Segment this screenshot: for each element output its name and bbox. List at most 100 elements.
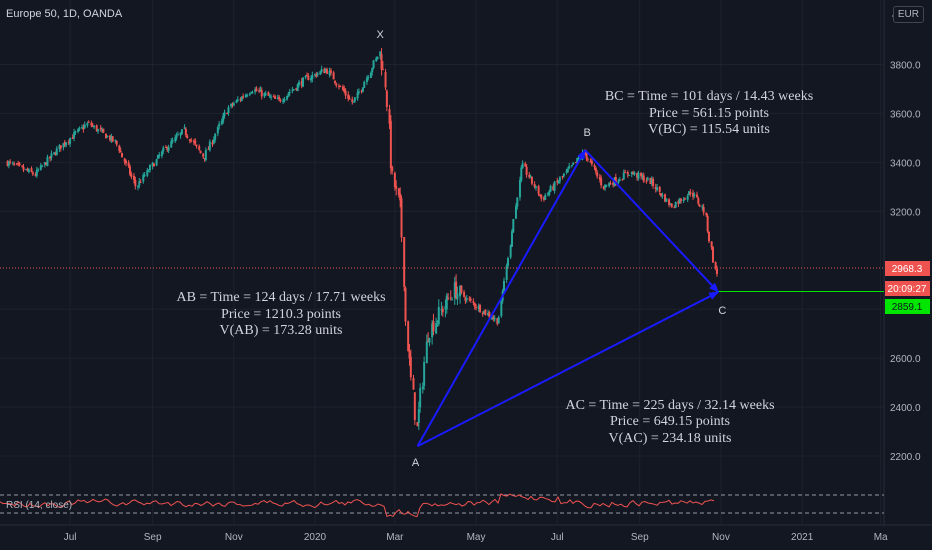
candle-body — [481, 312, 484, 314]
candle-body — [665, 198, 668, 202]
harmonic-arrows[interactable] — [416, 149, 720, 448]
candle-body — [630, 171, 633, 175]
candle-body — [296, 84, 299, 91]
point-label-x: X — [377, 29, 385, 41]
candle-body — [393, 172, 396, 188]
candle-body — [339, 85, 342, 87]
candle-body — [81, 127, 84, 129]
candle-body — [678, 198, 681, 204]
candle-body — [255, 88, 258, 92]
candle-body — [500, 300, 503, 317]
candle-body — [37, 169, 40, 171]
x-tick-label: 2020 — [304, 532, 327, 543]
candle-body — [389, 120, 392, 169]
candle-body — [384, 72, 387, 88]
candle-body — [673, 207, 676, 209]
candle-body — [506, 258, 509, 266]
candle-body — [518, 179, 521, 198]
x-tick-label: Sep — [144, 532, 162, 543]
candle-body — [549, 185, 552, 192]
candle-body — [102, 128, 105, 133]
candle-body — [637, 172, 640, 179]
candle-body — [528, 174, 531, 178]
y-tick-label: 3400.0 — [890, 158, 921, 169]
candle-body — [254, 89, 257, 92]
candle-body — [65, 142, 68, 146]
x-tick-label: Jul — [551, 532, 564, 543]
candle-body — [553, 181, 556, 191]
arrow-ac[interactable] — [417, 291, 720, 448]
candle-body — [142, 174, 145, 182]
candle-body — [622, 172, 625, 180]
candle-body — [146, 170, 149, 176]
candle-body — [572, 162, 575, 165]
y-tick-label: 3800.0 — [890, 60, 921, 71]
candle-body — [347, 94, 350, 99]
candle-body — [204, 150, 207, 161]
candle-body — [58, 145, 61, 150]
candle-body — [640, 172, 643, 177]
candle-body — [67, 141, 70, 143]
candle-body — [497, 317, 500, 324]
candle-body — [512, 219, 515, 233]
candle-body — [25, 168, 28, 170]
candle-body — [214, 133, 217, 140]
candle-body — [162, 147, 165, 152]
candle-body — [83, 124, 86, 129]
candle-body — [692, 193, 695, 197]
candle-body — [11, 162, 14, 164]
candle-body — [73, 132, 76, 138]
candle-body — [496, 318, 499, 325]
candle-body — [139, 181, 142, 183]
candle-body — [302, 77, 305, 87]
candle-body — [101, 129, 104, 131]
candle-body — [158, 154, 161, 157]
candle-body — [688, 191, 691, 196]
arrow-ab[interactable] — [416, 149, 587, 447]
last-price-tag: 2968.3 — [885, 261, 930, 276]
candle-body — [91, 125, 94, 127]
candle-body — [18, 163, 21, 166]
time-axis[interactable]: Jul Sep Nov 2020 Mar May Jul Sep Nov 2021 Ma — [64, 532, 888, 543]
candle-body — [706, 216, 709, 232]
candle-body — [670, 203, 673, 208]
x-tick-label: 2021 — [791, 532, 814, 543]
candle-body — [561, 176, 564, 178]
arrow-bc[interactable] — [584, 149, 720, 293]
candle-body — [53, 152, 56, 155]
candle-body — [306, 75, 309, 77]
rsi-pane[interactable]: RSI (14, close) — [0, 493, 884, 518]
candle-body — [400, 198, 403, 238]
candle-body — [698, 204, 701, 207]
candle-body — [46, 156, 49, 166]
candle-body — [176, 134, 179, 136]
candle-body — [705, 212, 708, 216]
candle-body — [41, 165, 44, 167]
candle-body — [503, 280, 506, 291]
candle-body — [656, 187, 659, 191]
candle-body — [123, 158, 126, 162]
candle-body — [693, 194, 696, 197]
candle-body — [537, 186, 540, 194]
candle-body — [618, 179, 621, 181]
candle-body — [160, 151, 163, 156]
candle-body — [270, 96, 273, 98]
candle-body — [34, 174, 37, 176]
support-price-tag: 2859.1 — [885, 299, 930, 314]
candle-body — [565, 170, 568, 173]
candle-body — [684, 198, 687, 200]
candle-body — [645, 180, 648, 182]
candle-body — [658, 186, 661, 192]
currency-button[interactable]: EUR — [892, 6, 924, 23]
candle-body — [521, 163, 524, 169]
candle-body — [132, 175, 135, 180]
candle-body — [179, 132, 182, 136]
candle-body — [9, 161, 12, 163]
candle-body — [360, 90, 363, 92]
candle-body — [388, 109, 391, 124]
candle-body — [222, 115, 225, 122]
candle-body — [328, 70, 331, 76]
candle-body — [203, 157, 206, 159]
candle-body — [343, 88, 346, 92]
